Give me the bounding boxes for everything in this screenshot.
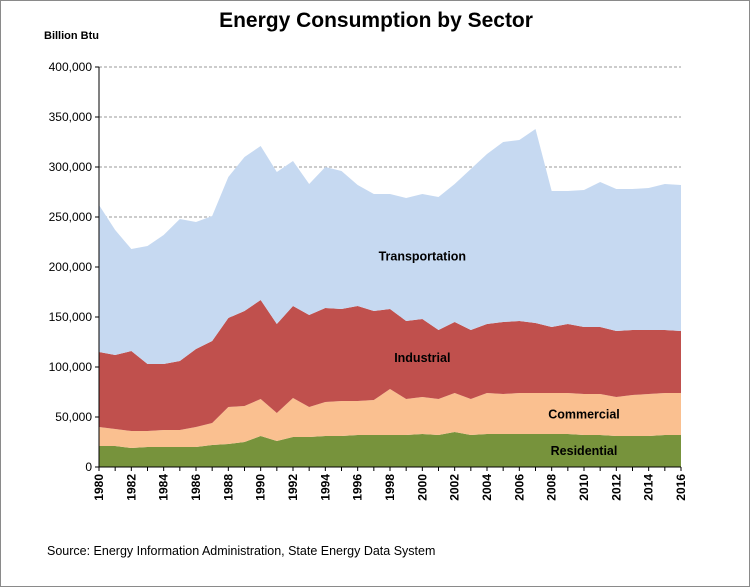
x-tick-label: 1988 — [221, 474, 235, 501]
x-tick-label: 2008 — [545, 474, 559, 501]
y-tick-label: 350,000 — [49, 110, 93, 124]
x-tick-label: 2004 — [480, 474, 494, 501]
x-tick-label: 1992 — [286, 474, 300, 501]
series-label-commercial: Commercial — [548, 408, 620, 422]
x-tick-label: 2012 — [609, 474, 623, 501]
stacked-areas — [99, 129, 681, 467]
x-tick-label: 2002 — [448, 474, 462, 501]
x-tick-label: 1998 — [383, 474, 397, 501]
area-residential — [99, 432, 681, 467]
y-tick-label: 250,000 — [49, 210, 93, 224]
x-tick-label: 1994 — [318, 474, 332, 501]
x-tick-label: 1980 — [92, 474, 106, 501]
x-tick-label: 1990 — [254, 474, 268, 501]
y-tick-label: 200,000 — [49, 260, 93, 274]
chart-title: Energy Consumption by Sector — [219, 9, 533, 32]
x-tick-label: 2000 — [415, 474, 429, 501]
y-tick-label: 150,000 — [49, 310, 93, 324]
y-axis-unit-label: Billion Btu — [44, 30, 99, 42]
y-tick-label: 300,000 — [49, 160, 93, 174]
x-tick-label: 2016 — [674, 474, 688, 501]
x-tick-label: 1984 — [157, 474, 171, 501]
x-tick-label: 1986 — [189, 474, 203, 501]
series-label-transportation: Transportation — [379, 250, 467, 264]
area-industrial — [99, 300, 681, 431]
x-tick-label: 1982 — [124, 474, 138, 501]
source-note: Source: Energy Information Administratio… — [47, 544, 436, 558]
y-tick-label: 400,000 — [49, 60, 93, 74]
x-tick-label: 2010 — [577, 474, 591, 501]
series-label-residential: Residential — [551, 444, 618, 458]
y-tick-label: 50,000 — [55, 410, 92, 424]
x-tick-label: 2006 — [512, 474, 526, 501]
x-tick-label: 1996 — [351, 474, 365, 501]
series-labels: Residential Commercial Industrial Transport… — [379, 250, 620, 459]
area-transportation — [99, 129, 681, 364]
y-tick-label: 0 — [85, 460, 92, 474]
y-tick-label: 100,000 — [49, 360, 93, 374]
axes: 0 50,000 100,000 150,000 200,000 250,000 300,0… — [49, 60, 688, 501]
area-commercial — [99, 389, 681, 448]
series-label-industrial: Industrial — [394, 351, 450, 365]
x-tick-label: 2014 — [642, 474, 656, 501]
